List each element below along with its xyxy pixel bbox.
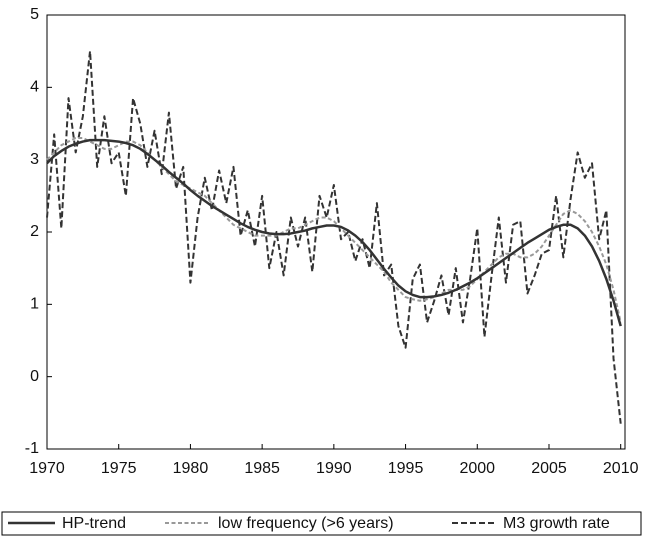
legend-label: low frequency (>6 years) [218,515,394,532]
legend-box [1,511,642,536]
y-tick-label: 1 [30,296,39,313]
y-tick-label: 4 [30,79,39,96]
x-tick-label: 1970 [29,460,65,477]
series-line [46,136,622,323]
legend-label: HP-trend [62,515,126,532]
y-tick-label: 0 [30,368,39,385]
y-tick-label: 2 [30,223,39,240]
series-line [46,138,622,327]
x-tick-label: 1980 [173,460,209,477]
y-tick-label: -1 [25,440,39,457]
x-tick-label: 2000 [459,460,495,477]
y-tick-label: 3 [30,151,39,168]
series-line [46,50,622,424]
plot-frame [46,14,626,450]
x-tick-label: 1995 [388,460,424,477]
legend-label: M3 growth rate [503,515,610,532]
x-tick-label: 1975 [101,460,137,477]
x-tick-label: 2005 [531,460,567,477]
x-tick-label: 1990 [316,460,352,477]
x-tick-label: 2010 [603,460,639,477]
x-tick-label: 1985 [244,460,280,477]
y-tick-label: 5 [30,6,39,23]
